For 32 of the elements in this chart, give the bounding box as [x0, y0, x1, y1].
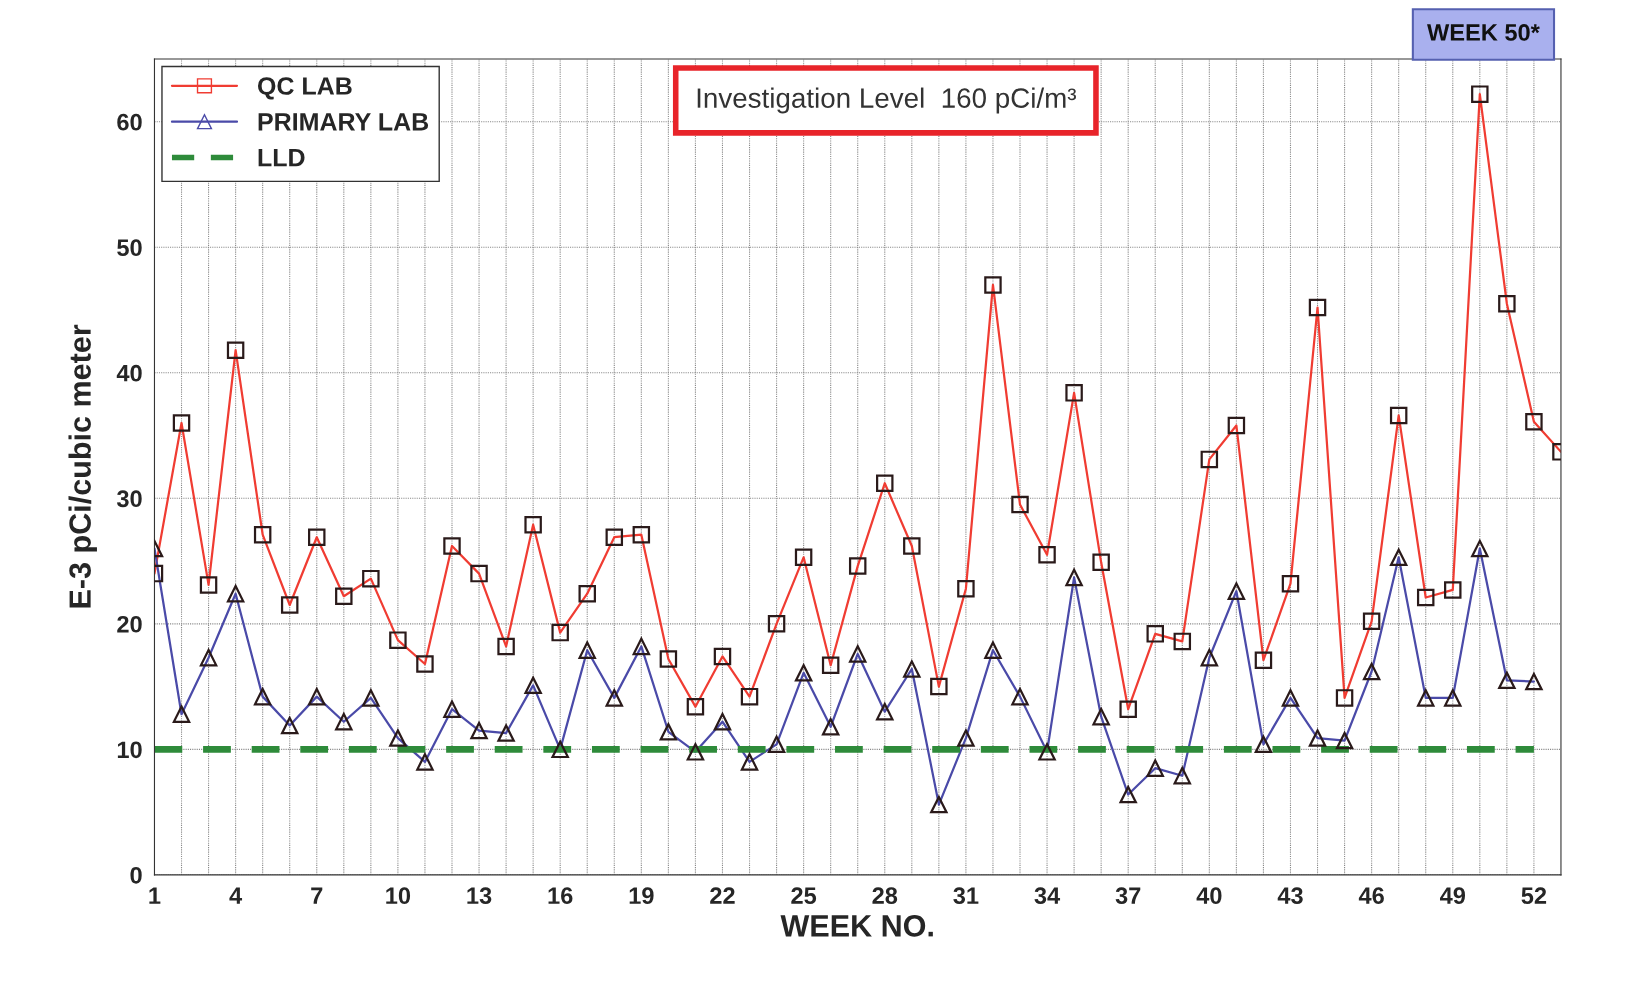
x-tick-label: 43 — [1277, 887, 1303, 905]
x-tick-label: 40 — [1196, 887, 1222, 905]
legend-label: PRIMARY LAB — [258, 113, 429, 131]
text: WEEK 50* — [1427, 24, 1540, 41]
x-tick-label: 13 — [467, 887, 492, 905]
x-tick-label: 4 — [229, 887, 243, 904]
legend-label: LLD — [258, 149, 305, 167]
x-tick-label: 31 — [953, 887, 979, 905]
y-tick-label: 0 — [130, 866, 142, 884]
y-tick-label: 40 — [116, 364, 142, 382]
x-tick-label: 1 — [149, 887, 161, 904]
x-tick-label: 37 — [1115, 887, 1141, 905]
legend-label: QC LAB — [258, 77, 352, 100]
y-tick-label: 30 — [116, 490, 142, 508]
annotation: Investigation Level 160 pCi/m³ — [697, 87, 1076, 114]
x-tick-label: 25 — [791, 887, 817, 905]
x-tick-label: 7 — [311, 887, 323, 904]
x-tick-label: 22 — [710, 887, 735, 904]
x-tick-label: 16 — [548, 887, 573, 905]
x-tick-label: 34 — [1034, 887, 1061, 905]
x-tick-label: 28 — [872, 887, 898, 905]
y-tick-label: 60 — [117, 113, 142, 131]
x-axis-title: WEEK NO. — [780, 915, 933, 937]
x-tick-label: 10 — [386, 887, 411, 905]
x-tick-label: 19 — [629, 887, 654, 905]
y-tick-label: 20 — [117, 615, 142, 633]
y-axis-title: E-3 pCi/cubic meter — [68, 324, 97, 608]
x-tick-label: 52 — [1521, 887, 1547, 905]
x-tick-label: 46 — [1358, 887, 1384, 905]
y-tick-label: 50 — [117, 239, 142, 257]
x-tick-label: 49 — [1440, 887, 1466, 905]
y-tick-label: 10 — [117, 741, 142, 759]
